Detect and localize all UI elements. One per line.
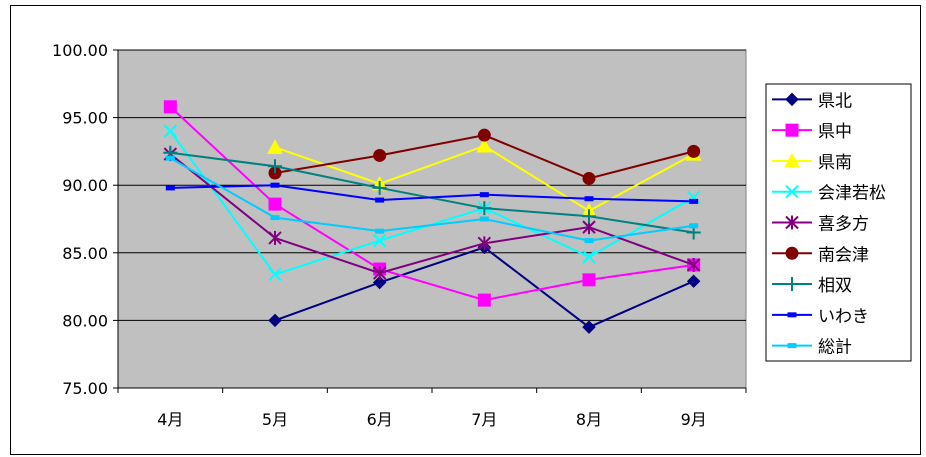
legend-label: 県南 <box>818 153 852 173</box>
y-tick-label: 75.00 <box>62 379 108 398</box>
data-point <box>582 171 596 185</box>
data-point <box>477 293 491 307</box>
data-point <box>689 223 699 229</box>
legend-label: 県北 <box>818 91 852 111</box>
legend-item: 県南 <box>772 152 852 173</box>
data-point <box>165 155 175 161</box>
legend-item: 総計 <box>772 338 852 358</box>
data-point <box>687 144 701 158</box>
data-point <box>582 273 596 287</box>
data-point <box>372 266 387 281</box>
legend-marker <box>785 92 799 107</box>
legend-label: 県中 <box>818 122 852 142</box>
data-point <box>375 228 385 234</box>
data-point <box>267 139 283 154</box>
legend-marker <box>785 185 799 199</box>
data-point <box>582 320 596 334</box>
y-tick-label: 100.00 <box>52 41 108 60</box>
legend-marker <box>785 246 799 260</box>
legend-marker <box>785 215 799 230</box>
x-tick-label: 8月 <box>576 410 602 429</box>
x-tick-label: 5月 <box>262 410 288 429</box>
data-point <box>268 197 282 211</box>
legend-label: 会津若松 <box>818 184 886 204</box>
line-chart: 75.00 80.00 85.00 90.00 95.00 100.00 4月 5月 6月 7月 8… <box>52 41 912 429</box>
data-point <box>686 274 701 288</box>
data-point <box>372 233 387 248</box>
legend-marker <box>787 343 797 349</box>
legend-marker <box>785 277 799 292</box>
legend-label: 総計 <box>818 338 852 358</box>
chart-frame: 75.00 80.00 85.00 90.00 95.00 100.00 4月 5月 6月 7月 8… <box>10 5 921 455</box>
legend-label: 南会津 <box>818 245 869 265</box>
series-8 <box>165 155 699 244</box>
data-point <box>163 100 177 114</box>
data-point <box>582 250 596 264</box>
data-point <box>270 215 280 221</box>
series-line <box>169 157 694 242</box>
data-point <box>582 209 596 224</box>
data-point <box>689 198 699 204</box>
x-tick-label: 6月 <box>367 410 393 429</box>
data-point <box>268 267 282 282</box>
legend-item: 県中 <box>772 122 852 142</box>
series-1 <box>163 100 701 307</box>
series-line <box>169 106 694 302</box>
data-point <box>268 230 282 245</box>
series-line <box>169 153 695 275</box>
data-point <box>584 196 594 202</box>
data-point <box>477 201 492 216</box>
data-point <box>372 180 387 195</box>
data-point <box>375 197 385 203</box>
y-tick-label: 85.00 <box>62 244 108 263</box>
data-point <box>479 192 489 198</box>
legend-item: 南会津 <box>772 245 869 265</box>
data-point <box>163 124 178 138</box>
legend-item: 相双 <box>772 276 852 296</box>
data-point <box>477 236 492 251</box>
data-point <box>373 148 387 162</box>
data-point <box>165 185 175 191</box>
legend-item: 喜多方 <box>772 215 869 235</box>
legend-label: いわき <box>818 307 869 327</box>
legend-item: 会津若松 <box>772 184 886 204</box>
legend-marker <box>784 152 800 168</box>
legend-label: 相双 <box>818 276 852 296</box>
plot-area <box>117 49 747 389</box>
data-point <box>372 275 387 290</box>
data-point <box>584 238 594 244</box>
data-point <box>270 182 280 188</box>
data-point <box>477 128 491 142</box>
legend-item: 県北 <box>772 91 852 111</box>
legend-item: いわき <box>772 307 869 327</box>
data-point <box>476 137 493 153</box>
x-tick-label: 9月 <box>681 410 707 429</box>
y-tick-label: 90.00 <box>62 176 108 195</box>
legend-marker <box>787 312 797 318</box>
legend-label: 喜多方 <box>818 215 869 235</box>
data-point <box>268 159 282 174</box>
x-tick-label: 4月 <box>157 410 183 429</box>
data-point <box>479 216 489 222</box>
series-7 <box>165 182 699 204</box>
series-line <box>170 184 694 203</box>
y-tick-label: 80.00 <box>62 311 108 330</box>
series-5 <box>268 128 701 185</box>
data-point <box>686 257 701 272</box>
x-tick-label: 7月 <box>471 410 497 429</box>
legend-marker <box>785 123 799 137</box>
data-point <box>268 313 282 328</box>
y-tick-label: 95.00 <box>62 109 108 128</box>
